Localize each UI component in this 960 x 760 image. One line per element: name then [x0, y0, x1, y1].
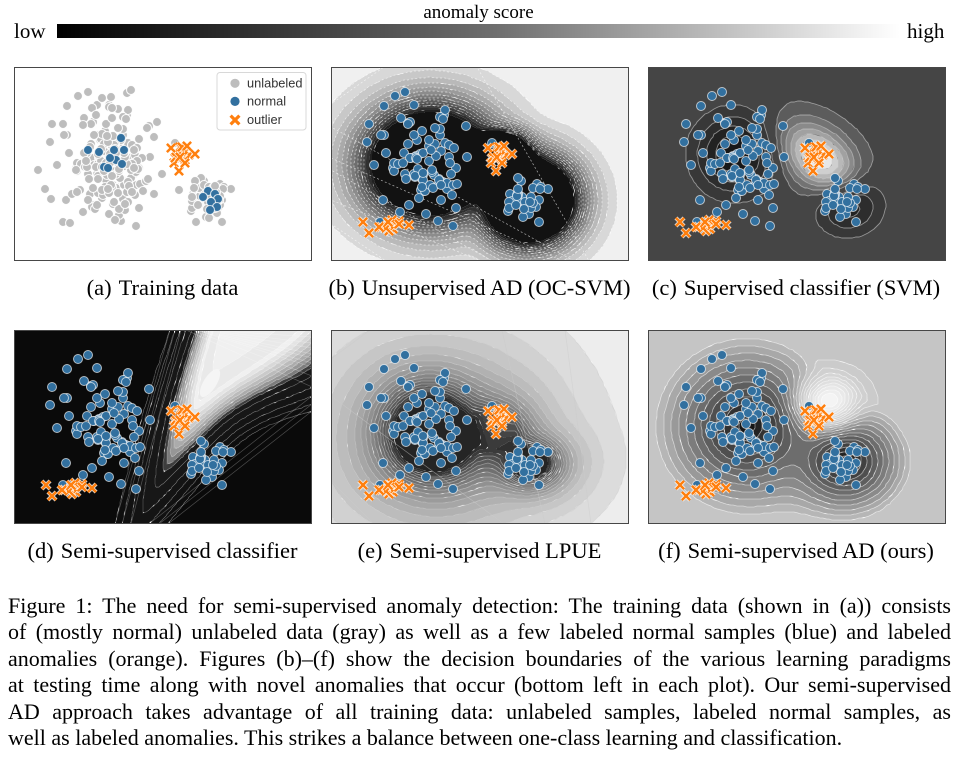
svg-text:normal: normal	[247, 94, 286, 109]
svg-text:outlier: outlier	[247, 112, 283, 127]
svg-text:unlabeled: unlabeled	[247, 76, 303, 91]
